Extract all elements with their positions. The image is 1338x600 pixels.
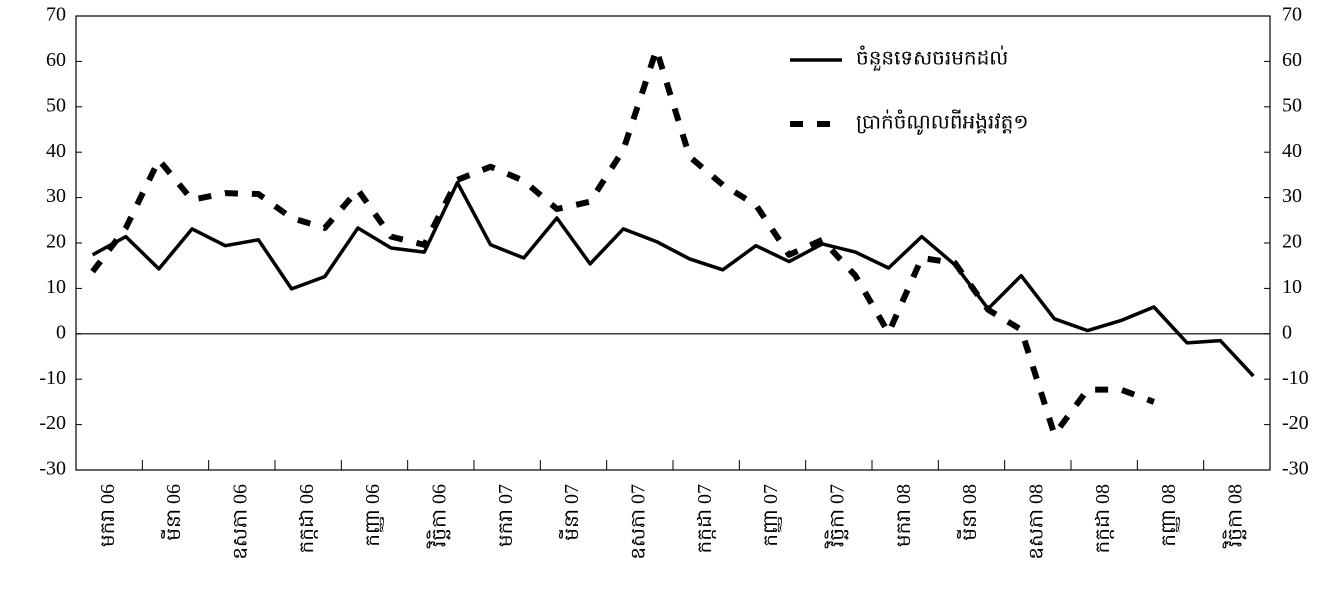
x-tick-label: កញ្ញា 06 bbox=[362, 484, 384, 547]
y2-tick-label: 0 bbox=[1282, 321, 1292, 343]
y-tick-label: 20 bbox=[46, 231, 66, 253]
x-tick-label: វិច្ឆិកា 06 bbox=[425, 484, 450, 549]
x-tick-label: មករា 07 bbox=[495, 484, 517, 547]
x-tick-label: មករា 06 bbox=[97, 484, 119, 547]
y-tick-label: 70 bbox=[46, 4, 66, 26]
x-tick-label: វិច្ឆិកា 07 bbox=[823, 484, 848, 549]
y2-tick-label: 20 bbox=[1282, 231, 1302, 253]
y2-tick-label: 40 bbox=[1282, 140, 1302, 162]
x-tick-label: វិច្ឆិកា 08 bbox=[1221, 484, 1246, 549]
y-tick-label: 30 bbox=[46, 185, 66, 207]
y-tick-label: 40 bbox=[46, 140, 66, 162]
y2-tick-label: 60 bbox=[1282, 49, 1302, 71]
y-tick-label: -20 bbox=[39, 412, 66, 434]
y-tick-label: 10 bbox=[46, 276, 66, 298]
plot-frame bbox=[75, 15, 1271, 471]
series-line bbox=[90, 46, 1155, 438]
y2-tick-label: 10 bbox=[1282, 276, 1302, 298]
legend-label: ចំនួនទេសចរមកដល់ bbox=[856, 45, 1008, 72]
x-tick-label: មីនា 08 bbox=[956, 484, 981, 541]
y2-tick-label: -20 bbox=[1282, 412, 1309, 434]
y-tick-label: 60 bbox=[46, 49, 66, 71]
x-tick-label: កញ្ញា 08 bbox=[1158, 484, 1180, 547]
x-tick-label: កក្កដា 07 bbox=[694, 484, 716, 553]
y2-tick-label: 70 bbox=[1282, 4, 1302, 26]
x-tick-label: មីនា 06 bbox=[160, 484, 185, 541]
y-tick-label: 50 bbox=[46, 94, 66, 116]
x-tick-label: កញ្ញា 07 bbox=[760, 484, 782, 547]
y2-tick-label: -10 bbox=[1282, 367, 1309, 389]
x-tick-label: ឧសភា 07 bbox=[627, 484, 649, 560]
x-tick-label: មករា 08 bbox=[893, 484, 915, 547]
y-tick-label: 0 bbox=[56, 321, 66, 343]
y-tick-label: -10 bbox=[39, 367, 66, 389]
x-tick-label: ឧសភា 08 bbox=[1025, 484, 1047, 560]
x-tick-label: មីនា 07 bbox=[558, 484, 583, 541]
legend-label: ប្រាក់ចំណូលពីអង្គរវត្ត១ bbox=[856, 109, 1028, 136]
y2-tick-label: 30 bbox=[1282, 185, 1302, 207]
x-tick-label: ឧសភា 06 bbox=[229, 484, 251, 560]
series-line bbox=[91, 180, 1255, 378]
y2-tick-label: -30 bbox=[1282, 458, 1309, 480]
y2-tick-label: 50 bbox=[1282, 94, 1302, 116]
x-tick-label: កក្កដា 08 bbox=[1092, 484, 1114, 553]
x-tick-label: កក្កដា 06 bbox=[296, 484, 318, 553]
y-tick-label: -30 bbox=[39, 458, 66, 480]
